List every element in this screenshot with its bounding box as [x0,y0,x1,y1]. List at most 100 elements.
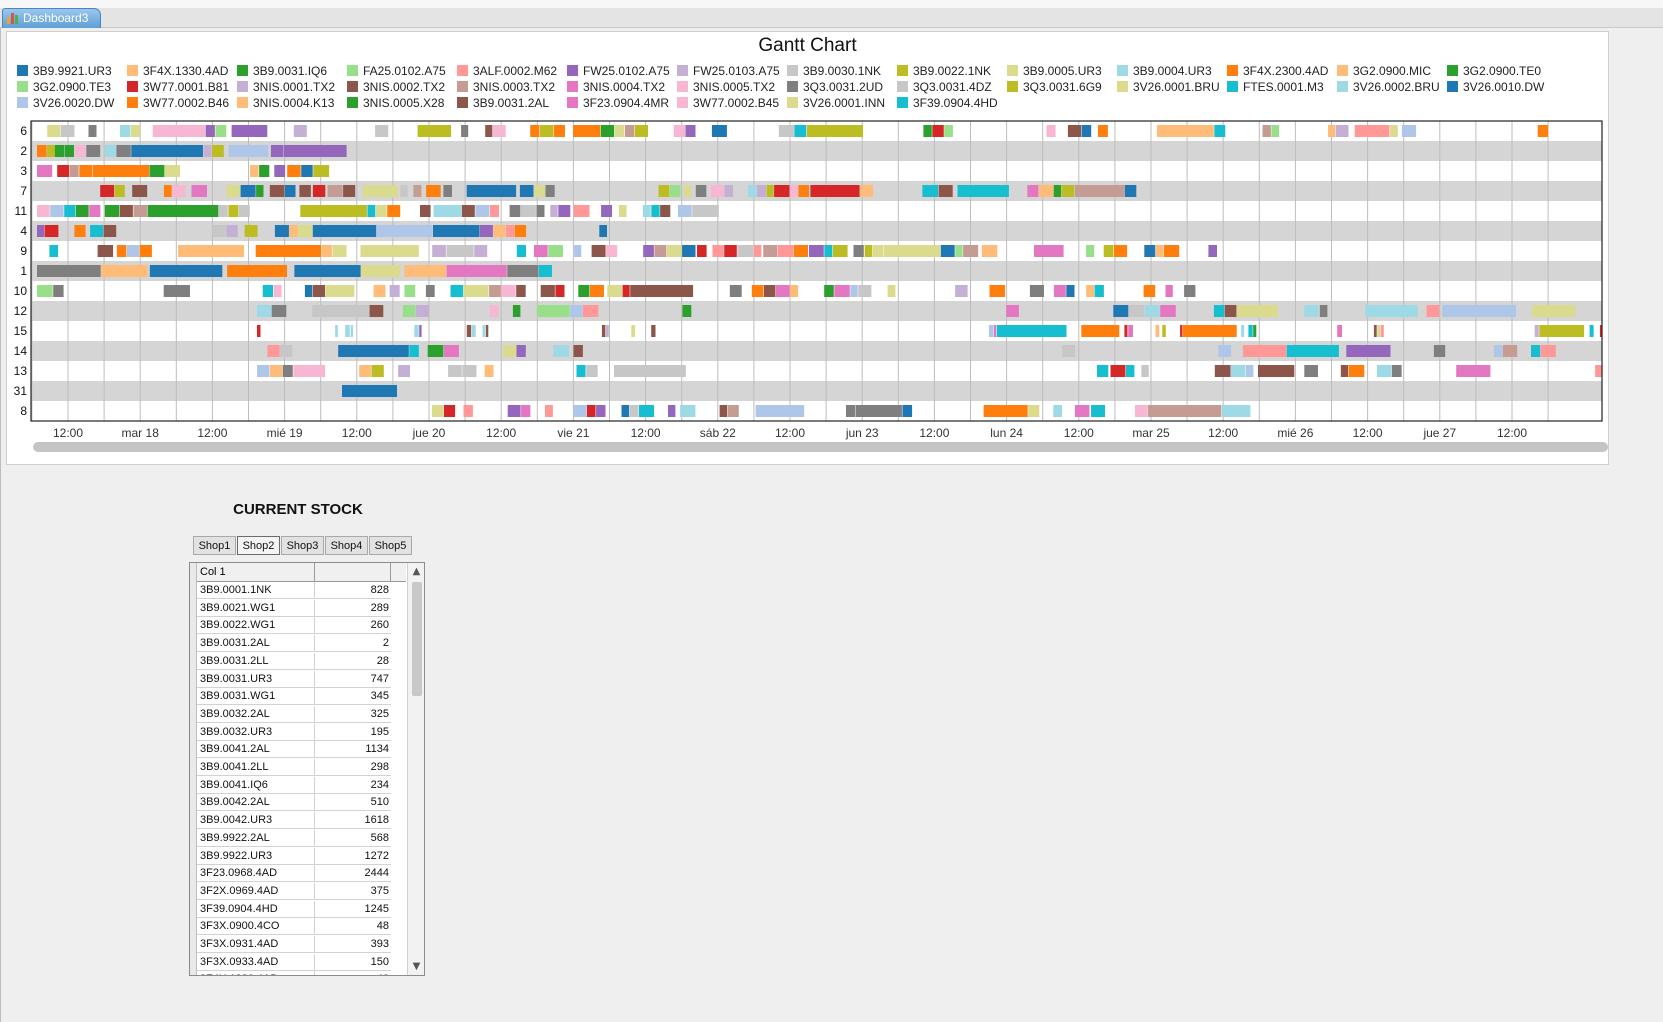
table-row[interactable]: 3B9.0021.WG1 289 [197,599,391,617]
cell-code: 3B9.0022.WG1 [197,617,315,634]
task-bar [1147,405,1222,417]
cell-code: 3B9.9922.2AL [197,829,315,846]
task-bar [1377,325,1381,337]
table-row[interactable]: 3F3X.0900.4CO 48 [197,918,391,936]
legend-item: 3V26.0001.BRU [1117,79,1220,95]
task-bar [1373,325,1377,337]
x-tick-label: 12:00 [775,426,805,440]
task-bar [1253,325,1257,337]
legend-item: 3W77.0002.B46 [127,95,229,111]
tab-bar: Dashboard3 [0,8,1663,28]
column-header-col1[interactable]: Col 1 [197,563,315,581]
legend-label: 3B9.0030.1NK [803,64,882,78]
table-row[interactable]: 3B9.0031.WG1 345 [197,688,391,706]
table-row[interactable]: 3F3X.0933.4AD 150 [197,953,391,971]
shop-tab-shop1[interactable]: Shop1 [193,536,236,555]
column-header-quantity[interactable] [315,563,391,581]
table-row[interactable]: 3F39.0904.4HD 1245 [197,900,391,918]
task-bar [809,245,824,257]
task-bar [466,325,472,337]
legend-label: 3V26.0010.DW [1463,80,1545,94]
task-bar [864,245,873,257]
table-row[interactable]: 3B9.0022.WG1 260 [197,617,391,635]
shop-tab-shop2[interactable]: Shop2 [237,536,280,555]
task-bar [463,285,489,297]
task-bar [37,285,53,297]
table-row[interactable]: 3B9.0042.UR3 1618 [197,812,391,830]
task-bar [417,125,451,137]
legend-item: 3G2.0900.MIC [1337,63,1431,79]
task-bar [269,185,285,197]
table-row[interactable]: 3F3X.0931.4AD 393 [197,936,391,953]
chevron-down-icon[interactable]: ▼ [412,961,421,972]
task-bar [654,245,667,257]
table-row[interactable]: 3B9.0031.2AL 2 [197,635,391,653]
shop-tab-shop4[interactable]: Shop4 [325,536,368,555]
table-row[interactable]: 3B9.9922.UR3 1272 [197,847,391,865]
task-bar [400,185,408,197]
scrollbar-thumb[interactable] [412,582,422,696]
task-bar [360,245,419,257]
task-bar [1214,125,1226,137]
legend-swatch [237,81,248,92]
table-row[interactable]: 3B9.0041.2AL 1134 [197,741,391,759]
task-bar [133,205,148,217]
task-bar [887,285,896,297]
task-bar [65,145,74,157]
legend-label: 3G2.0900.TE3 [33,80,112,94]
task-bar [257,365,270,377]
table-row[interactable]: 3F23.0968.4AD 2444 [197,865,391,883]
task-bar [250,165,259,177]
task-bar [629,405,639,417]
task-bar [1442,305,1516,317]
shop-tab-shop3[interactable]: Shop3 [281,536,324,555]
task-bar [1128,325,1133,337]
task-bar [724,185,733,197]
tab-dashboard3[interactable]: Dashboard3 [2,8,102,28]
chevron-up-icon[interactable]: ▲ [412,566,421,577]
legend-item: 3NIS.0004.TX2 [567,79,665,95]
table-row[interactable]: 3F2X.0969.4AD 375 [197,882,391,900]
task-bar [631,325,636,337]
stock-title: CURRENT STOCK [233,501,363,518]
task-bar [932,125,944,137]
task-bar [90,225,103,237]
table-row[interactable]: 3B9.0041.2LL 298 [197,759,391,776]
task-bar [359,365,371,377]
table-row[interactable]: 3B9.0031.2LL 28 [197,652,391,670]
task-bar [327,185,343,197]
legend-swatch [787,97,798,108]
table-row[interactable]: 3B9.0032.2AL 325 [197,705,391,723]
task-bar [573,405,587,417]
task-bar [404,285,416,297]
legend-item: 3B9.9921.UR3 [17,63,112,79]
legend-swatch [17,81,28,92]
task-bar [724,245,737,257]
table-row[interactable]: 3B9.0032.UR3 195 [197,723,391,741]
table-row[interactable]: 3F4X.1330.4AD40 [197,971,391,975]
gantt-horizontal-scrollbar[interactable] [33,442,1608,452]
table-row[interactable]: 3B9.0001.1NK 828 [197,582,391,599]
x-tick-label: sáb 22 [700,426,736,440]
table-vertical-scrollbar[interactable]: ▲ ▼ [407,563,424,975]
task-bar [1086,245,1095,257]
task-bar [446,245,474,257]
task-bar [1144,245,1156,257]
table-row[interactable]: 3B9.0031.UR3 747 [197,670,391,688]
cell-quantity: 1245 [364,902,389,915]
table-row[interactable]: 3B9.9922.2AL 568 [197,829,391,847]
task-bar [1599,325,1602,337]
task-bar [832,245,848,257]
table-row[interactable]: 3B9.0041.IQ6 234 [197,776,391,794]
shop-tab-shop5[interactable]: Shop5 [369,536,412,555]
task-bar [350,325,353,337]
task-bar [1456,365,1491,377]
table-row[interactable]: 3B9.0042.2AL 510 [197,794,391,812]
x-tick-label: 12:00 [1497,426,1527,440]
gantt-plot[interactable]: 6 2 3 7 11 4 9 1 10 12 15 14 13 31 8 12:00 mar 18 12:00 mi… [7,32,1608,464]
cell-quantity: 260 [370,619,389,632]
task-bar [97,245,114,257]
task-bar [993,325,997,337]
task-bar [938,185,953,197]
task-bar [398,365,410,377]
